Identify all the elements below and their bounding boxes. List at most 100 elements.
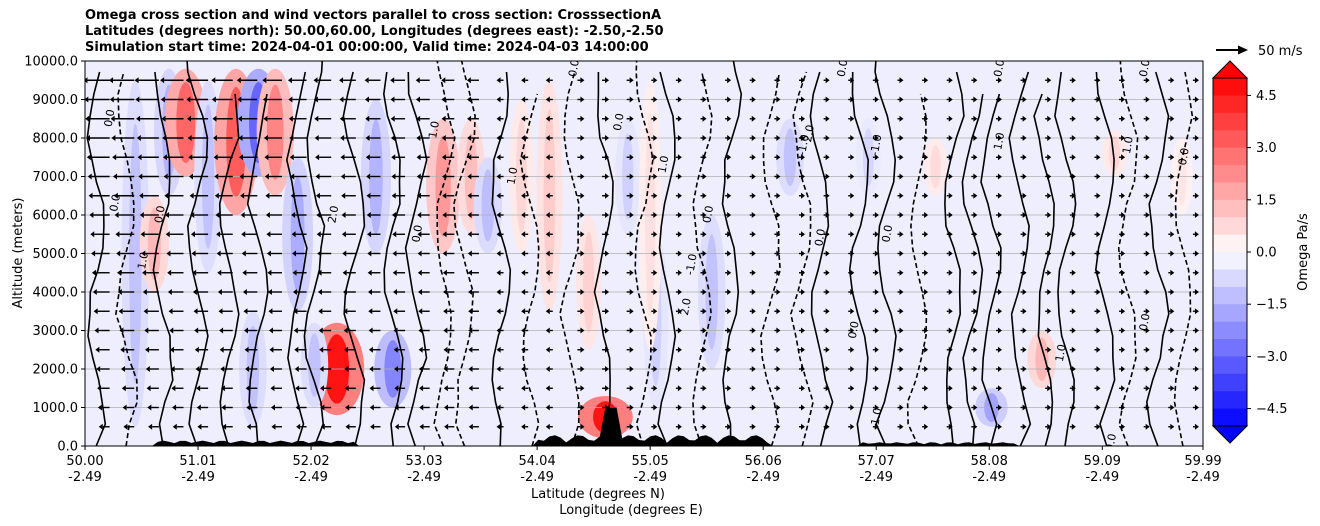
wind-vector-head (751, 308, 756, 315)
wind-vector-head (89, 212, 94, 218)
wind-vector-head (218, 308, 223, 315)
wind-vector-head (392, 269, 397, 276)
wind-vector-head (1096, 366, 1101, 372)
wind-vector-head (1047, 96, 1052, 103)
x-tick-label-lat: 56.06 (745, 454, 782, 469)
y-tick-label: 4000.0 (33, 286, 79, 301)
wind-vector-head (1071, 308, 1076, 315)
wind-vector-head (369, 404, 374, 411)
wind-vector-head (1170, 231, 1175, 238)
wind-vector-head (973, 327, 978, 334)
wind-vector-head (294, 366, 299, 372)
contour-label: 1.0 (426, 120, 442, 139)
wind-vector-head (800, 173, 805, 180)
contour-line (186, 61, 209, 446)
wind-vector-head (521, 308, 526, 315)
wind-vector-head (580, 231, 585, 238)
wind-vector-head (315, 192, 320, 199)
wind-vector-head (1121, 231, 1126, 238)
wind-vector-head (800, 77, 805, 84)
wind-vector-head (141, 250, 146, 257)
wind-vector-head (850, 173, 855, 180)
wind-vector-head (1145, 231, 1150, 238)
wind-vector-head (416, 154, 421, 161)
wind-vector-head (1071, 404, 1076, 411)
wind-vector-head (1194, 327, 1199, 334)
wind-vector-head (245, 366, 250, 372)
wind-vector-head (1071, 212, 1076, 218)
omega-region-core (308, 333, 321, 397)
wind-vector-head (123, 423, 128, 430)
wind-vector-head (702, 404, 707, 411)
wind-vector-head (629, 346, 634, 353)
wind-vector-head (605, 308, 610, 315)
omega-region-core (481, 169, 495, 242)
wind-vector-head (394, 385, 399, 392)
wind-vector-head (653, 346, 658, 353)
wind-vector-head (496, 289, 501, 295)
wind-vector-head (997, 289, 1002, 295)
wind-vector-head (800, 115, 805, 122)
wind-vector-head (521, 404, 526, 411)
wind-vector-head (973, 308, 978, 315)
wind-vector-head (270, 385, 275, 392)
wind-vector-head (629, 77, 634, 84)
wind-vector-head (727, 96, 732, 103)
wind-vector-head (341, 231, 346, 238)
wind-vector-head (222, 423, 227, 430)
wind-vector-head (345, 404, 350, 411)
wind-vector-head (146, 385, 151, 392)
wind-vector-head (369, 366, 374, 372)
wind-vector-head (924, 423, 929, 430)
wind-vector-head (340, 154, 345, 161)
wind-vector-head (800, 212, 805, 218)
wind-vector-head (217, 289, 222, 295)
wind-vector-head (162, 135, 167, 141)
wind-vector-head (1121, 404, 1126, 411)
wind-vector-head (417, 269, 422, 276)
wind-vector-head (776, 154, 781, 161)
wind-vector-head (800, 423, 805, 430)
wind-vector-head (214, 192, 219, 199)
wind-vector-head (443, 404, 448, 411)
contour-label: 1.0 (656, 155, 672, 174)
colorbar-bands (1213, 78, 1247, 426)
wind-vector-head (1121, 366, 1126, 372)
quiver-key: 50 m/s (1216, 44, 1303, 59)
wind-vector-head (924, 192, 929, 199)
wind-vector-head (265, 212, 270, 218)
contour-label: 1.0 (991, 131, 1007, 150)
contour-label: 2.0 (801, 124, 817, 143)
wind-vector-head (85, 77, 88, 84)
omega-region-core (930, 145, 941, 189)
wind-vector-head (948, 423, 953, 430)
wind-vector-head (521, 173, 526, 180)
x-tick-label-lon: -2.49 (294, 470, 328, 485)
wind-vector-head (1194, 173, 1199, 180)
contour-line (382, 71, 404, 446)
wind-vector-head (776, 250, 781, 257)
wind-vector-head (342, 269, 347, 276)
wind-vector-head (1194, 250, 1199, 257)
wind-vector-head (948, 77, 953, 84)
wind-vector-head (727, 115, 732, 122)
wind-vector-head (1170, 250, 1175, 257)
contour-line (1054, 71, 1077, 446)
wind-vector-head (117, 269, 122, 276)
wind-vector-head (899, 366, 904, 372)
wind-vector-head (1047, 308, 1052, 315)
wind-vector-head (197, 423, 202, 430)
wind-vector-head (392, 231, 397, 238)
wind-vector-head (443, 327, 448, 334)
wind-vector-head (825, 231, 830, 238)
contour-label: -1.0 (795, 133, 812, 156)
wind-vector-head (269, 346, 274, 353)
colorbar-label: Omega Pa/s (1296, 213, 1311, 291)
wind-vector-head (443, 385, 448, 392)
wind-vector-head (1047, 212, 1052, 218)
wind-vector-head (246, 404, 251, 411)
wind-vector-head (580, 327, 585, 334)
wind-vector-head (973, 404, 978, 411)
wind-vector-head (120, 346, 125, 353)
wind-vector-head (194, 327, 199, 334)
